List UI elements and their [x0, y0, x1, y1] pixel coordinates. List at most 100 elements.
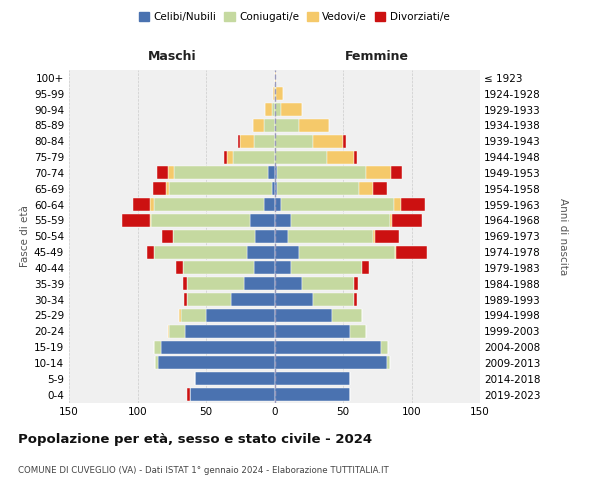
Bar — [275, 150, 326, 164]
Bar — [162, 230, 173, 242]
Bar — [275, 278, 302, 290]
Bar — [161, 340, 275, 353]
Bar — [373, 230, 374, 242]
Bar — [179, 309, 181, 322]
Bar — [190, 388, 275, 401]
Bar — [185, 325, 275, 338]
Bar — [275, 230, 288, 242]
Bar — [395, 246, 397, 258]
Bar — [263, 119, 275, 132]
Bar — [275, 135, 313, 147]
Bar — [272, 103, 275, 116]
Bar — [253, 119, 263, 132]
Bar — [240, 135, 254, 147]
Bar — [275, 293, 313, 306]
Bar — [275, 182, 277, 195]
Bar — [157, 166, 167, 179]
Bar — [302, 278, 354, 290]
Bar — [155, 356, 158, 370]
Bar — [181, 309, 206, 322]
Bar — [254, 262, 275, 274]
Bar — [184, 293, 187, 306]
Bar — [397, 246, 427, 258]
Bar — [150, 214, 151, 227]
Bar — [275, 388, 350, 401]
Bar — [268, 166, 275, 179]
Bar — [254, 135, 275, 147]
Bar — [332, 309, 362, 322]
Bar — [275, 262, 291, 274]
Bar — [389, 214, 392, 227]
Bar — [227, 150, 233, 164]
Bar — [250, 214, 275, 227]
Bar — [272, 182, 275, 195]
Bar — [133, 198, 150, 211]
Y-axis label: Anni di nascita: Anni di nascita — [557, 198, 568, 275]
Bar — [387, 356, 389, 370]
Bar — [382, 340, 388, 353]
Bar — [359, 182, 373, 195]
Text: Maschi: Maschi — [148, 50, 196, 64]
Bar — [158, 356, 275, 370]
Legend: Celibi/Nubili, Coniugati/e, Vedovi/e, Divorziati/e: Celibi/Nubili, Coniugati/e, Vedovi/e, Di… — [134, 8, 454, 26]
Bar — [238, 135, 240, 147]
Text: COMUNE DI CUVEGLIO (VA) - Dati ISTAT 1° gennaio 2024 - Elaborazione TUTTITALIA.I: COMUNE DI CUVEGLIO (VA) - Dati ISTAT 1° … — [18, 466, 389, 475]
Bar — [151, 214, 250, 227]
Bar — [366, 166, 391, 179]
Bar — [374, 230, 399, 242]
Bar — [224, 150, 227, 164]
Bar — [277, 182, 359, 195]
Bar — [265, 103, 272, 116]
Bar — [152, 182, 166, 195]
Bar — [391, 166, 402, 179]
Bar — [122, 214, 150, 227]
Bar — [350, 325, 366, 338]
Bar — [187, 293, 230, 306]
Bar — [288, 230, 373, 242]
Y-axis label: Fasce di età: Fasce di età — [20, 206, 30, 267]
Bar — [354, 278, 358, 290]
Bar — [299, 119, 329, 132]
Bar — [275, 214, 291, 227]
Bar — [291, 262, 362, 274]
Bar — [354, 293, 357, 306]
Bar — [401, 198, 425, 211]
Bar — [244, 278, 275, 290]
Bar — [187, 388, 190, 401]
Bar — [150, 198, 154, 211]
Bar — [273, 88, 275, 100]
Bar — [154, 198, 263, 211]
Bar — [183, 262, 254, 274]
Bar — [233, 150, 275, 164]
Bar — [247, 246, 275, 258]
Bar — [206, 309, 275, 322]
Bar — [313, 293, 354, 306]
Bar — [275, 103, 281, 116]
Bar — [275, 356, 387, 370]
Bar — [354, 150, 357, 164]
Bar — [392, 214, 422, 227]
Bar — [343, 135, 346, 147]
Bar — [275, 119, 299, 132]
Bar — [195, 372, 275, 385]
Bar — [291, 214, 389, 227]
Bar — [230, 293, 275, 306]
Bar — [167, 166, 175, 179]
Bar — [281, 103, 302, 116]
Bar — [275, 340, 382, 353]
Bar — [362, 262, 369, 274]
Bar — [169, 325, 185, 338]
Bar — [166, 182, 169, 195]
Bar — [394, 198, 401, 211]
Bar — [176, 262, 183, 274]
Bar — [275, 166, 277, 179]
Bar — [169, 182, 272, 195]
Bar — [373, 182, 387, 195]
Bar — [277, 166, 366, 179]
Bar — [275, 309, 332, 322]
Bar — [276, 88, 283, 100]
Bar — [187, 278, 244, 290]
Bar — [299, 246, 395, 258]
Bar — [167, 325, 169, 338]
Bar — [275, 246, 299, 258]
